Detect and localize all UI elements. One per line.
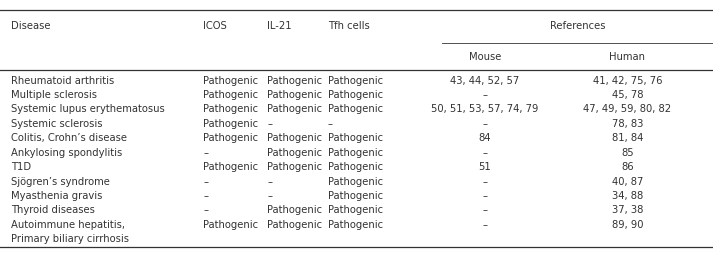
- Text: –: –: [482, 177, 488, 187]
- Text: Pathogenic: Pathogenic: [267, 133, 322, 143]
- Text: Autoimmune hepatitis,: Autoimmune hepatitis,: [11, 220, 125, 230]
- Text: Pathogenic: Pathogenic: [267, 148, 322, 158]
- Text: 78, 83: 78, 83: [612, 119, 643, 129]
- Text: IL-21: IL-21: [267, 21, 292, 31]
- Text: Pathogenic: Pathogenic: [328, 191, 383, 201]
- Text: Pathogenic: Pathogenic: [328, 162, 383, 172]
- Text: Human: Human: [610, 52, 645, 62]
- Text: –: –: [328, 119, 333, 129]
- Text: Sjögren’s syndrome: Sjögren’s syndrome: [11, 177, 110, 187]
- Text: 50, 51, 53, 57, 74, 79: 50, 51, 53, 57, 74, 79: [431, 105, 538, 114]
- Text: 37, 38: 37, 38: [612, 205, 643, 216]
- Text: Thyroid diseases: Thyroid diseases: [11, 205, 95, 216]
- Text: –: –: [482, 90, 488, 100]
- Text: –: –: [203, 191, 208, 201]
- Text: –: –: [203, 177, 208, 187]
- Text: Pathogenic: Pathogenic: [267, 90, 322, 100]
- Text: –: –: [203, 148, 208, 158]
- Text: Pathogenic: Pathogenic: [328, 177, 383, 187]
- Text: 47, 49, 59, 80, 82: 47, 49, 59, 80, 82: [583, 105, 672, 114]
- Text: Pathogenic: Pathogenic: [267, 205, 322, 216]
- Text: 84: 84: [478, 133, 491, 143]
- Text: ICOS: ICOS: [203, 21, 227, 31]
- Text: Mouse: Mouse: [468, 52, 501, 62]
- Text: Multiple sclerosis: Multiple sclerosis: [11, 90, 97, 100]
- Text: Pathogenic: Pathogenic: [203, 220, 258, 230]
- Text: 81, 84: 81, 84: [612, 133, 643, 143]
- Text: Tfh cells: Tfh cells: [328, 21, 370, 31]
- Text: Pathogenic: Pathogenic: [203, 133, 258, 143]
- Text: Pathogenic: Pathogenic: [328, 205, 383, 216]
- Text: –: –: [203, 205, 208, 216]
- Text: 51: 51: [478, 162, 491, 172]
- Text: Systemic sclerosis: Systemic sclerosis: [11, 119, 102, 129]
- Text: Colitis, Crohn’s disease: Colitis, Crohn’s disease: [11, 133, 127, 143]
- Text: –: –: [267, 119, 272, 129]
- Text: 41, 42, 75, 76: 41, 42, 75, 76: [593, 76, 662, 86]
- Text: –: –: [482, 220, 488, 230]
- Text: 45, 78: 45, 78: [612, 90, 643, 100]
- Text: 40, 87: 40, 87: [612, 177, 643, 187]
- Text: Pathogenic: Pathogenic: [328, 133, 383, 143]
- Text: T1D: T1D: [11, 162, 31, 172]
- Text: Pathogenic: Pathogenic: [203, 90, 258, 100]
- Text: –: –: [267, 191, 272, 201]
- Text: –: –: [482, 191, 488, 201]
- Text: –: –: [482, 119, 488, 129]
- Text: 34, 88: 34, 88: [612, 191, 643, 201]
- Text: Pathogenic: Pathogenic: [267, 105, 322, 114]
- Text: Pathogenic: Pathogenic: [203, 162, 258, 172]
- Text: Pathogenic: Pathogenic: [203, 119, 258, 129]
- Text: Systemic lupus erythematosus: Systemic lupus erythematosus: [11, 105, 165, 114]
- Text: Pathogenic: Pathogenic: [328, 90, 383, 100]
- Text: 86: 86: [621, 162, 634, 172]
- Text: Primary biliary cirrhosis: Primary biliary cirrhosis: [11, 234, 128, 244]
- Text: Ankylosing spondylitis: Ankylosing spondylitis: [11, 148, 122, 158]
- Text: References: References: [550, 21, 605, 31]
- Text: 89, 90: 89, 90: [612, 220, 643, 230]
- Text: Pathogenic: Pathogenic: [267, 162, 322, 172]
- Text: –: –: [482, 148, 488, 158]
- Text: 85: 85: [621, 148, 634, 158]
- Text: Pathogenic: Pathogenic: [328, 76, 383, 86]
- Text: Pathogenic: Pathogenic: [267, 76, 322, 86]
- Text: Pathogenic: Pathogenic: [328, 220, 383, 230]
- Text: Pathogenic: Pathogenic: [267, 220, 322, 230]
- Text: Pathogenic: Pathogenic: [203, 76, 258, 86]
- Text: –: –: [267, 177, 272, 187]
- Text: Pathogenic: Pathogenic: [328, 105, 383, 114]
- Text: –: –: [482, 205, 488, 216]
- Text: Pathogenic: Pathogenic: [328, 148, 383, 158]
- Text: Myasthenia gravis: Myasthenia gravis: [11, 191, 102, 201]
- Text: Rheumatoid arthritis: Rheumatoid arthritis: [11, 76, 114, 86]
- Text: 43, 44, 52, 57: 43, 44, 52, 57: [450, 76, 520, 86]
- Text: Pathogenic: Pathogenic: [203, 105, 258, 114]
- Text: Disease: Disease: [11, 21, 50, 31]
